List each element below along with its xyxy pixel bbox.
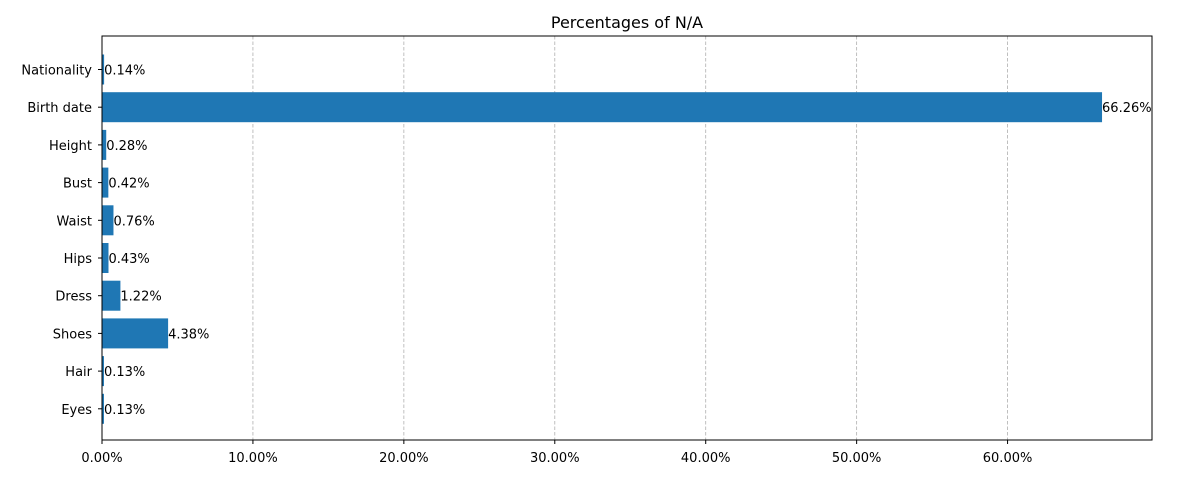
y-tick-label: Bust [63,177,92,192]
x-tick-label: 50.00% [832,451,882,466]
bar-value-labels: 0.14% 66.26% 0.28% 0.42% 0.76% 0.43% 1.22% 4.38… [104,64,1152,418]
x-tick-label: 0.00% [81,451,122,466]
y-tick-label: Dress [55,290,92,305]
x-tick-label: 40.00% [681,451,731,466]
bar [102,92,1103,123]
bar-value-label: 0.13% [104,365,145,380]
bar-value-label: 0.13% [104,403,145,418]
bar-value-label: 0.28% [106,139,147,154]
bars [102,54,1103,424]
bar [102,280,121,311]
bar [102,167,109,198]
x-tick-label: 60.00% [983,451,1033,466]
bar-value-label: 1.22% [120,290,161,305]
bar [102,356,104,387]
y-tick-label: Height [49,139,92,154]
y-tick-label: Hips [64,252,93,267]
x-tick-label: 20.00% [379,451,429,466]
bar-value-label: 0.43% [108,252,149,267]
bar [102,205,114,236]
bar-value-label: 0.76% [113,214,154,229]
chart-title: Percentages of N/A [551,13,703,32]
x-axis: 0.00% 10.00% 20.00% 30.00% 40.00% 50.00% 60.00… [81,440,1032,466]
bar-value-label: 0.42% [108,177,149,192]
bar [102,393,104,424]
x-tick-label: 10.00% [228,451,278,466]
y-axis: Nationality Birth date Height Bust Waist Hips… [21,64,102,418]
y-tick-label: Birth date [27,101,92,116]
y-tick-label: Shoes [53,327,92,342]
y-tick-label: Hair [65,365,92,380]
y-tick-label: Eyes [61,403,92,418]
bar [102,54,105,85]
y-tick-label: Nationality [21,64,92,79]
x-tick-label: 30.00% [530,451,580,466]
bar-value-label: 0.14% [104,64,145,79]
bar-value-label: 66.26% [1102,101,1152,116]
bar-value-label: 4.38% [168,327,209,342]
y-tick-label: Waist [57,214,92,229]
plot-area-frame [101,35,1153,441]
bar [102,243,109,273]
bar [102,129,107,160]
bar [102,318,169,349]
